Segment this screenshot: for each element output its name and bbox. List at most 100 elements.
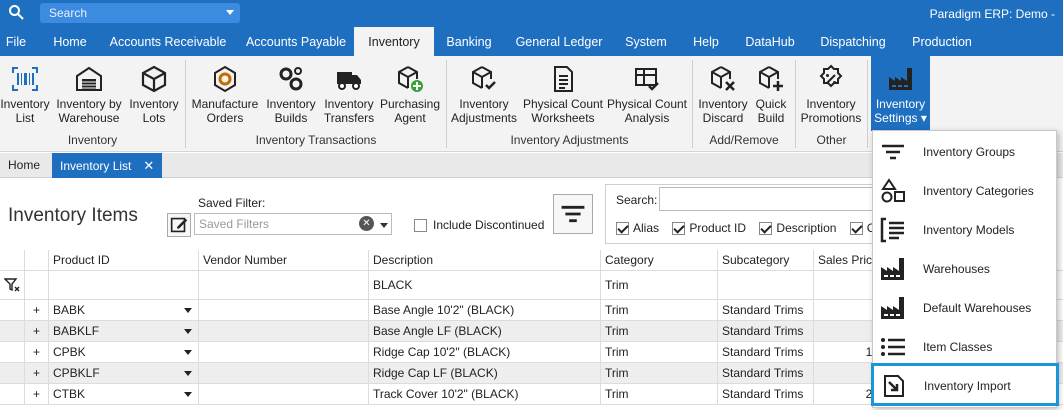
menu-item-item-classes[interactable]: Item Classes: [873, 327, 1056, 366]
expand-cell[interactable]: +: [24, 363, 48, 384]
inventory-builds-button[interactable]: Inventory Builds: [263, 56, 319, 131]
include-discontinued-checkbox[interactable]: Include Discontinued: [414, 218, 544, 233]
inventory-lots-button[interactable]: Inventory Lots: [127, 56, 181, 131]
cell-description[interactable]: Ridge Cap LF (BLACK): [368, 363, 600, 384]
edit-filter-button[interactable]: [167, 213, 191, 237]
cell-category[interactable]: Trim: [600, 363, 717, 384]
tab-inventory-list[interactable]: Inventory List ✕: [52, 153, 163, 178]
cell-description[interactable]: Base Angle LF (BLACK): [368, 321, 600, 342]
menu-help[interactable]: Help: [693, 35, 719, 49]
tab-home[interactable]: Home: [8, 158, 41, 172]
inventory-promotions-button[interactable]: Inventory Promotions: [799, 56, 863, 131]
cell-subcategory[interactable]: Standard Trims: [717, 342, 813, 363]
cell-vendor-number[interactable]: [198, 384, 368, 405]
menu-system[interactable]: System: [625, 35, 667, 49]
filter-cell-vendor-number[interactable]: [198, 271, 368, 300]
expand-cell[interactable]: +: [24, 300, 48, 321]
cell-description[interactable]: Track Cover 10'2" (BLACK): [368, 384, 600, 405]
chevron-down-icon[interactable]: [184, 329, 192, 334]
menu-general-ledger[interactable]: General Ledger: [515, 35, 603, 49]
filter-button[interactable]: [553, 194, 593, 234]
column-header-subcategory[interactable]: Subcategory: [717, 250, 813, 271]
cell-subcategory[interactable]: Standard Trims: [717, 321, 813, 342]
menu-file[interactable]: File: [5, 35, 27, 49]
cell-product-id[interactable]: CPBK: [48, 342, 198, 363]
menu-dispatching[interactable]: Dispatching: [820, 35, 886, 49]
chevron-down-icon[interactable]: [380, 223, 388, 228]
chevron-down-icon[interactable]: [184, 350, 192, 355]
cell-category[interactable]: Trim: [600, 384, 717, 405]
expand-cell[interactable]: +: [24, 342, 48, 363]
menu-accounts-receivable[interactable]: Accounts Receivable: [109, 35, 227, 49]
checkbox-box[interactable]: [672, 222, 686, 236]
search-option-alias[interactable]: Alias: [616, 221, 659, 236]
manufacture-orders-button[interactable]: Manufacture Orders: [189, 56, 261, 131]
column-header-product-id[interactable]: Product ID: [48, 250, 198, 271]
inventory-adjustments-button[interactable]: Inventory Adjustments: [450, 56, 518, 131]
menu-item-inventory-models[interactable]: Inventory Models: [873, 210, 1056, 249]
cell-category[interactable]: Trim: [600, 300, 717, 321]
menu-accounts-payable[interactable]: Accounts Payable: [245, 35, 347, 49]
table-row[interactable]: + BABK Base Angle 10'2" (BLACK) Trim Standar…: [0, 300, 1063, 321]
menu-production[interactable]: Production: [912, 35, 972, 49]
cell-vendor-number[interactable]: [198, 321, 368, 342]
column-header-sales-price[interactable]: Sales Price: [813, 250, 883, 271]
search-input[interactable]: [659, 187, 874, 211]
cell-subcategory[interactable]: Standard Trims: [717, 384, 813, 405]
column-header-category[interactable]: Category: [600, 250, 717, 271]
menu-inventory[interactable]: Inventory: [354, 27, 434, 56]
menu-item-inventory-groups[interactable]: Inventory Groups: [873, 132, 1056, 171]
physical-count-worksheets-button[interactable]: Physical Count Worksheets: [522, 56, 604, 131]
chevron-down-icon[interactable]: [226, 10, 234, 15]
expand-cell[interactable]: +: [24, 384, 48, 405]
inventory-transfers-button[interactable]: Inventory Transfers: [321, 56, 377, 131]
filter-cell-category[interactable]: Trim: [600, 271, 717, 300]
clear-icon[interactable]: ✕: [359, 216, 374, 231]
menu-home[interactable]: Home: [53, 35, 87, 49]
menu-item-warehouses[interactable]: Warehouses: [873, 249, 1056, 288]
chevron-down-icon[interactable]: [184, 308, 192, 313]
inventory-list-button[interactable]: Inventory List: [0, 56, 50, 131]
chevron-down-icon[interactable]: [184, 371, 192, 376]
menu-item-inventory-categories[interactable]: Inventory Categories: [873, 171, 1056, 210]
expand-cell[interactable]: +: [24, 321, 48, 342]
physical-count-analysis-button[interactable]: Physical Count Analysis: [606, 56, 688, 131]
search-option-product-id[interactable]: Product ID: [672, 221, 746, 236]
quick-build-button[interactable]: Quick Build: [752, 56, 790, 131]
menu-item-default-warehouses[interactable]: Default Warehouses: [873, 288, 1056, 327]
filter-cell-sales-price[interactable]: [813, 271, 883, 300]
cell-product-id[interactable]: CPBKLF: [48, 363, 198, 384]
column-header-description[interactable]: Description: [368, 250, 600, 271]
cell-category[interactable]: Trim: [600, 342, 717, 363]
cell-vendor-number[interactable]: [198, 300, 368, 321]
checkbox-box[interactable]: [414, 219, 427, 233]
inventory-settings-button[interactable]: Inventory Settings ▾: [871, 56, 930, 131]
cell-subcategory[interactable]: Standard Trims: [717, 300, 813, 321]
cell-description[interactable]: Ridge Cap 10'2" (BLACK): [368, 342, 600, 363]
checkbox-box[interactable]: [616, 222, 629, 236]
checkbox-box[interactable]: [849, 222, 863, 236]
menu-item-inventory-import[interactable]: Inventory Import: [871, 363, 1059, 406]
cell-description[interactable]: Base Angle 10'2" (BLACK): [368, 300, 600, 321]
column-header-vendor-number[interactable]: Vendor Number: [198, 250, 368, 271]
cell-product-id[interactable]: CTBK: [48, 384, 198, 405]
cell-product-id[interactable]: BABK: [48, 300, 198, 321]
close-icon[interactable]: ✕: [143, 158, 155, 173]
filter-cell-product-id[interactable]: [48, 271, 198, 300]
purchasing-agent-button[interactable]: Purchasing Agent: [378, 56, 442, 131]
table-row[interactable]: + CPBK Ridge Cap 10'2" (BLACK) Trim Standard…: [0, 342, 1063, 363]
cell-vendor-number[interactable]: [198, 363, 368, 384]
search-icon[interactable]: [8, 4, 24, 20]
checkbox-box[interactable]: [759, 222, 773, 236]
chevron-down-icon[interactable]: [184, 392, 192, 397]
cell-subcategory[interactable]: Standard Trims: [717, 363, 813, 384]
table-row[interactable]: + CPBKLF Ridge Cap LF (BLACK) Trim Standard …: [0, 363, 1063, 384]
filter-cell-subcategory[interactable]: [717, 271, 813, 300]
cell-vendor-number[interactable]: [198, 342, 368, 363]
clear-filter-icon[interactable]: [3, 277, 20, 293]
menu-banking[interactable]: Banking: [446, 35, 492, 49]
cell-category[interactable]: Trim: [600, 321, 717, 342]
clear-filter-cell[interactable]: [0, 271, 24, 300]
cell-product-id[interactable]: BABKLF: [48, 321, 198, 342]
filter-cell-description[interactable]: BLACK: [368, 271, 600, 300]
